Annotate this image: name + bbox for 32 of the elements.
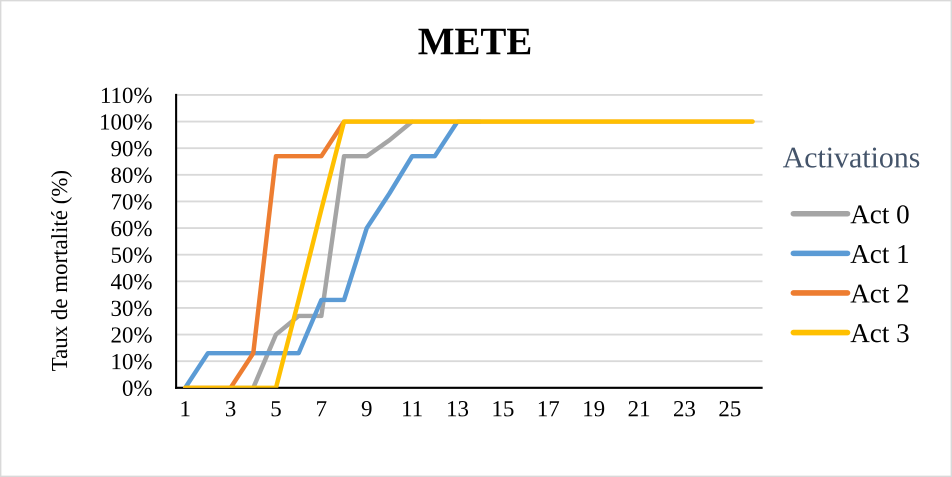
x-tick-label: 1	[181, 401, 190, 416]
y-tick-label: 90%	[111, 140, 152, 156]
legend-title: Activations	[782, 148, 920, 168]
y-tick-label: 50%	[112, 247, 152, 263]
legend-label: Act 1	[850, 244, 908, 264]
legend-label: Act 0	[850, 205, 909, 224]
chart-title: METE	[418, 28, 530, 54]
legend-label: Act 3	[850, 324, 909, 342]
x-tick-label: 17	[538, 401, 560, 416]
y-tick-label: 40%	[110, 274, 152, 290]
x-tick-label: 3	[226, 401, 236, 416]
y-tick-label: 60%	[111, 220, 152, 236]
x-tick-label: 21	[628, 401, 650, 416]
y-tick-label: 10%	[112, 354, 152, 370]
y-tick-label: 30%	[112, 300, 152, 316]
x-tick-label: 23	[674, 401, 696, 416]
y-tick-label: 100%	[101, 114, 152, 130]
y-axis-title: Taux de mortalité (%)	[51, 170, 72, 371]
x-tick-label: 5	[272, 401, 281, 416]
x-tick-label: 9	[362, 401, 372, 416]
x-tick-label: 15	[493, 401, 514, 416]
y-tick-label: 70%	[112, 194, 152, 210]
y-tick-label: 80%	[111, 168, 152, 184]
x-tick-label: 19	[584, 401, 604, 416]
x-tick-label: 13	[448, 401, 468, 416]
y-tick-label: 20%	[112, 327, 152, 343]
x-tick-label: 25	[719, 401, 740, 416]
y-tick-label: 110%	[102, 88, 152, 104]
x-tick-label: 7	[317, 401, 326, 416]
legend-label: Act 2	[850, 284, 908, 303]
x-tick-label: 11	[403, 401, 422, 416]
y-tick-label: 0%	[122, 380, 152, 396]
